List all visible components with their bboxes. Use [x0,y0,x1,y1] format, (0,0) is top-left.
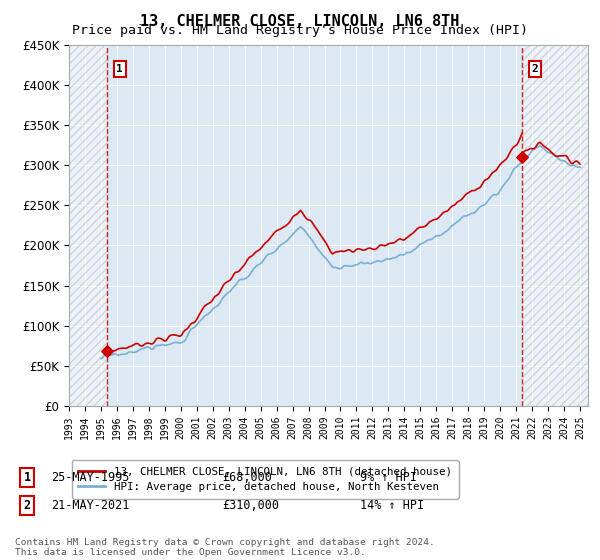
Text: 25-MAY-1995: 25-MAY-1995 [51,470,130,484]
Text: £68,000: £68,000 [222,470,272,484]
Text: Contains HM Land Registry data © Crown copyright and database right 2024.
This d: Contains HM Land Registry data © Crown c… [15,538,435,557]
Bar [69,45,107,406]
Point [517,153,527,162]
Text: Price paid vs. HM Land Registry's House Price Index (HPI): Price paid vs. HM Land Registry's House … [72,24,528,37]
Bar [522,45,588,406]
Text: 2: 2 [532,64,538,74]
Text: 21-MAY-2021: 21-MAY-2021 [51,498,130,512]
Text: 13, CHELMER CLOSE, LINCOLN, LN6 8TH: 13, CHELMER CLOSE, LINCOLN, LN6 8TH [140,14,460,29]
Legend: 13, CHELMER CLOSE, LINCOLN, LN6 8TH (detached house), HPI: Average price, detach: 13, CHELMER CLOSE, LINCOLN, LN6 8TH (det… [72,460,458,498]
Text: 2: 2 [23,498,31,512]
Text: 14% ↑ HPI: 14% ↑ HPI [360,498,424,512]
Text: 1: 1 [116,64,123,74]
Text: 1: 1 [23,470,31,484]
Text: 9% ↑ HPI: 9% ↑ HPI [360,470,417,484]
Point [102,347,112,356]
Text: £310,000: £310,000 [222,498,279,512]
